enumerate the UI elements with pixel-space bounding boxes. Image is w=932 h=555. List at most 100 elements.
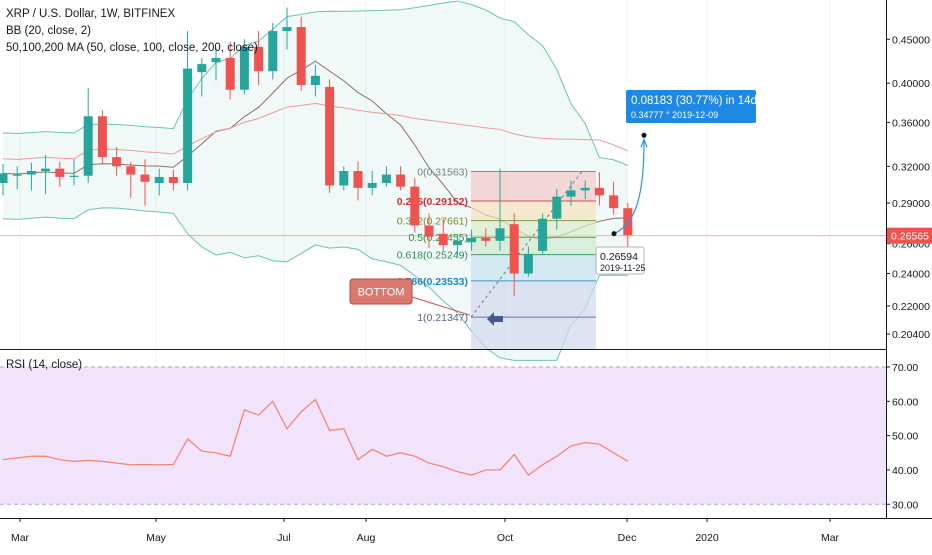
rsi-axis-label: 70.00 <box>892 362 918 374</box>
candle-body <box>509 224 519 274</box>
price-axis-label: 0.40000 <box>892 78 930 90</box>
candle-body <box>268 31 278 72</box>
rsi-indicator-label[interactable]: RSI (14, close) <box>6 359 83 371</box>
last-price-tag-label: 0.26565 <box>891 231 929 243</box>
candle-body <box>396 174 406 187</box>
bb-indicator-label[interactable]: BB (20, close, 2) <box>6 25 92 37</box>
ma-indicator-label[interactable]: 50,100,200 MA (50, close, 100, close, 20… <box>6 42 258 54</box>
projection-arrowhead <box>640 137 648 148</box>
candle-body <box>41 168 51 172</box>
candle-body <box>140 174 150 182</box>
candle-body <box>211 57 221 63</box>
candle-body <box>410 186 420 226</box>
candle-body <box>183 68 193 183</box>
candle-body <box>282 27 292 32</box>
candle-body <box>381 174 391 183</box>
bottom-callout-text: BOTTOM <box>358 287 405 299</box>
candle-body <box>367 182 377 188</box>
fib-zone <box>471 254 596 281</box>
projection-end-point <box>641 132 647 138</box>
candle-body <box>126 166 136 175</box>
candle-body <box>538 218 548 251</box>
price-axis-label: 0.22000 <box>892 301 930 313</box>
callout-pointer <box>411 296 471 316</box>
projection-start-point <box>611 231 617 237</box>
time-axis-label: Aug <box>357 532 376 544</box>
candle-body <box>225 57 235 90</box>
price-axis-label: 0.20400 <box>892 329 930 341</box>
candle-body <box>438 233 448 246</box>
candle-body <box>552 196 562 219</box>
candle-body <box>0 173 8 183</box>
candle-body <box>12 174 22 176</box>
candle-body <box>168 176 178 183</box>
candle-body <box>97 116 107 158</box>
bollinger-upper-line <box>2 0 628 166</box>
fib-level-label: 0(0.31563) <box>417 166 468 178</box>
candle-body <box>112 157 122 167</box>
time-axis-label: Jul <box>277 532 290 544</box>
projection-label-sub: 0.34777 ° 2019-12-09 <box>631 110 718 120</box>
candle-body <box>55 168 65 177</box>
time-axis-label: 2020 <box>695 532 719 544</box>
candle-body <box>566 190 576 197</box>
projection-path <box>613 141 645 235</box>
candle-body <box>26 171 36 175</box>
candle-body <box>69 175 79 177</box>
rsi-axis-label: 30.00 <box>892 499 918 511</box>
candle-body <box>609 195 619 209</box>
candle-body <box>239 46 249 90</box>
candle-body <box>623 208 633 236</box>
fib-level-label: 0.786(0.23533) <box>397 276 468 288</box>
price-axis-background <box>886 0 932 550</box>
candle-body <box>467 238 477 243</box>
time-axis-label: Dec <box>618 532 637 544</box>
candle-body <box>452 240 462 246</box>
time-axis-label: Oct <box>497 532 513 544</box>
projection-start-value: 0.26594 <box>600 251 638 263</box>
candle-body <box>495 228 505 241</box>
price-axis-label: 0.45000 <box>892 34 930 46</box>
rsi-line <box>2 398 629 476</box>
projection-label-main: 0.08183 (30.77%) in 14d <box>631 95 757 107</box>
rsi-axis-label: 60.00 <box>892 396 918 408</box>
candle-body <box>424 225 434 237</box>
candle-body <box>197 64 207 73</box>
arrow-left-icon <box>487 312 503 326</box>
fib-zone <box>471 237 596 255</box>
candle-body <box>353 171 363 188</box>
fib-zone <box>471 171 596 202</box>
fib-zone <box>471 201 596 221</box>
candle-body <box>296 27 306 86</box>
time-axis-background <box>0 519 932 550</box>
fib-level-label: 0.236(0.29152) <box>397 196 468 208</box>
time-axis-label: Mar <box>11 532 30 544</box>
rsi-band-fill <box>0 367 886 505</box>
chart-title: XRP / U.S. Dollar, 1W, BITFINEX <box>6 8 176 20</box>
candle-body <box>481 238 491 241</box>
rsi-axis-label: 50.00 <box>892 431 918 443</box>
candle-body <box>254 46 264 72</box>
fib-level-label: 1(0.21347) <box>417 312 468 324</box>
candle-body <box>339 171 349 186</box>
candle-body <box>310 75 320 86</box>
fib-zone <box>471 280 596 318</box>
price-axis-label: 0.29000 <box>892 198 930 210</box>
fib-level-label: 0.618(0.25249) <box>397 250 468 262</box>
candle-body <box>580 187 590 191</box>
time-axis-label: May <box>146 532 167 544</box>
candle-body <box>154 176 164 183</box>
projection-start-date: 2019-11-25 <box>600 263 645 273</box>
candle-body <box>325 86 335 186</box>
time-axis-label: Mar <box>821 532 840 544</box>
fib-zone-below <box>471 317 596 349</box>
last-price-tag <box>887 227 932 244</box>
price-axis-label: 0.32000 <box>892 161 930 173</box>
projection-label-box <box>626 90 756 123</box>
ma-100-line <box>2 102 628 160</box>
candle-body <box>523 253 533 274</box>
price-axis-label: 0.36000 <box>892 117 930 129</box>
projection-start-box <box>595 246 645 275</box>
